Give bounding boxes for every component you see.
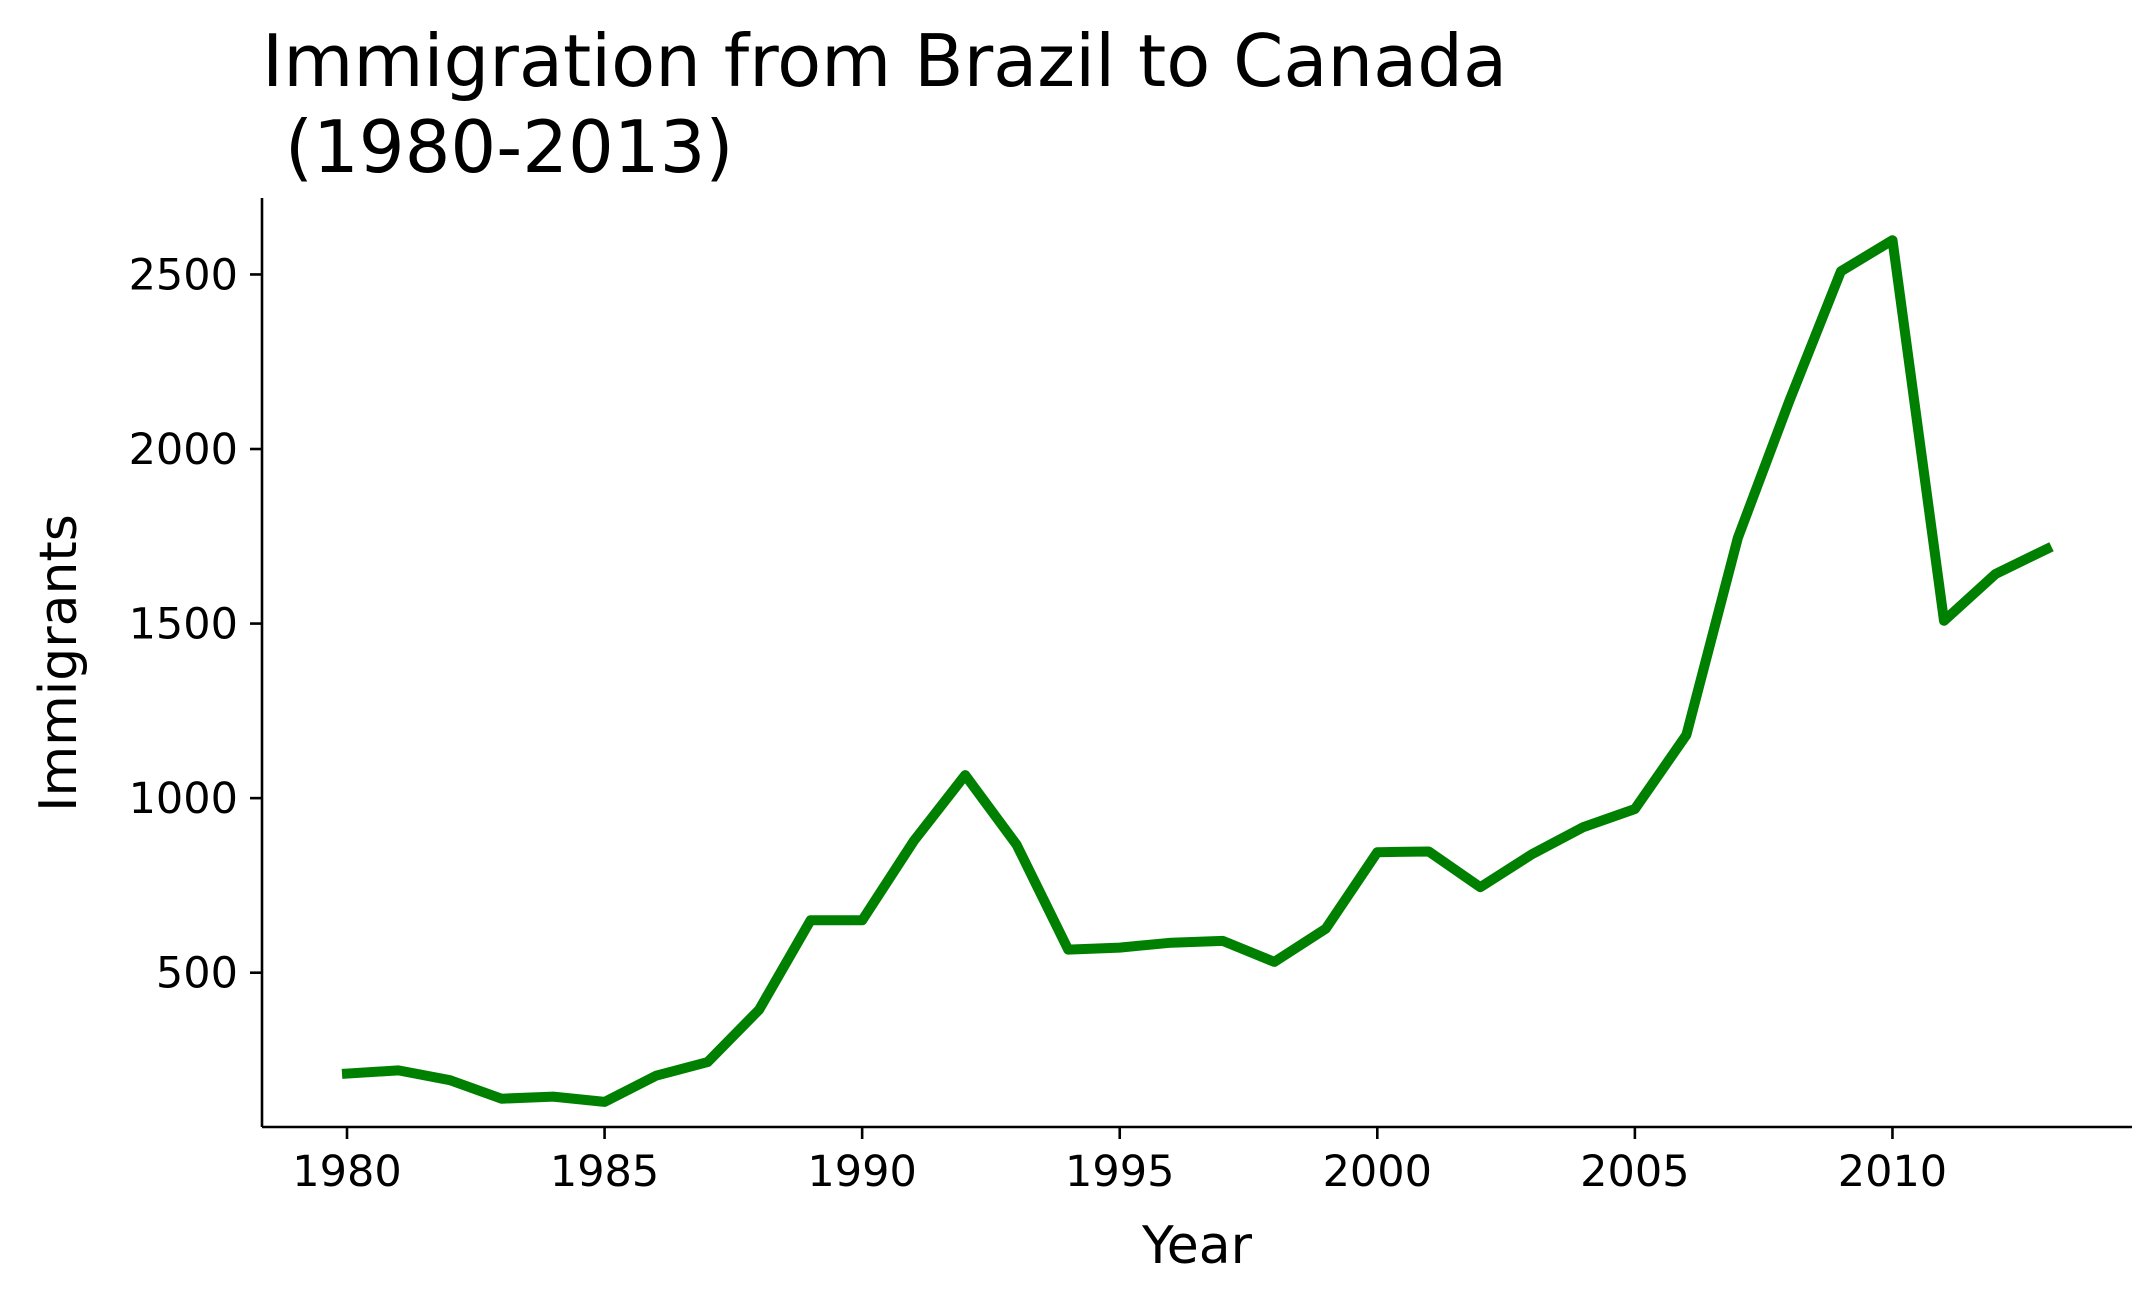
data-point <box>1273 961 1275 963</box>
x-tick-label: 1980 <box>292 1147 401 1197</box>
y-tick-label: 2000 <box>129 425 238 475</box>
y-axis-label: Immigrants <box>29 514 89 812</box>
y-tick-label: 500 <box>156 949 238 999</box>
x-axis-ticks: 1980 1985 1990 1995 2000 2005 2010 <box>292 1127 1947 1197</box>
data-point <box>398 1069 400 1071</box>
data-point <box>1016 844 1018 846</box>
data-point <box>501 1098 503 1100</box>
data-point <box>913 840 915 842</box>
data-point <box>1428 851 1430 853</box>
x-tick-label: 1985 <box>550 1147 659 1197</box>
data-point <box>861 919 863 921</box>
data-point <box>758 1009 760 1011</box>
x-tick-label: 2005 <box>1580 1147 1689 1197</box>
data-point <box>552 1096 554 1098</box>
x-tick-label: 2010 <box>1838 1147 1947 1197</box>
data-point <box>449 1079 451 1081</box>
data-point <box>1891 239 1893 241</box>
data-point <box>604 1101 606 1103</box>
data-point <box>2046 548 2048 550</box>
y-tick-label: 1500 <box>129 600 238 650</box>
data-point <box>1634 808 1636 810</box>
chart-title-line2: (1980-2013) <box>262 105 734 189</box>
data-point <box>1737 537 1739 539</box>
data-point <box>1943 620 1945 622</box>
data-point <box>1479 886 1481 888</box>
data-point <box>1325 928 1327 930</box>
data-point <box>1582 826 1584 828</box>
x-tick-label: 2000 <box>1323 1147 1432 1197</box>
x-tick-label: 1995 <box>1065 1147 1174 1197</box>
data-point <box>1170 942 1172 944</box>
y-tick-label: 2500 <box>129 250 238 300</box>
data-point <box>964 774 966 776</box>
data-point <box>1840 270 1842 272</box>
chart-title-line1: Immigration from Brazil to Canada <box>262 19 1507 103</box>
data-point <box>346 1073 348 1075</box>
data-point <box>1788 400 1790 402</box>
data-point <box>1222 940 1224 942</box>
plot-area <box>341 235 2054 1107</box>
x-tick-label: 1990 <box>807 1147 916 1197</box>
data-point <box>1119 947 1121 949</box>
y-tick-label: 1000 <box>129 774 238 824</box>
data-point <box>1531 853 1533 855</box>
data-point <box>707 1061 709 1063</box>
data-point <box>1994 573 1996 575</box>
series-line <box>341 235 2054 1107</box>
data-point <box>1067 949 1069 951</box>
data-point <box>1685 734 1687 736</box>
x-axis-label: Year <box>1141 1216 1253 1276</box>
y-axis-ticks: 500 1000 1500 2000 2500 <box>129 250 262 999</box>
data-point <box>810 919 812 921</box>
data-point <box>655 1075 657 1077</box>
data-point <box>1376 851 1378 853</box>
